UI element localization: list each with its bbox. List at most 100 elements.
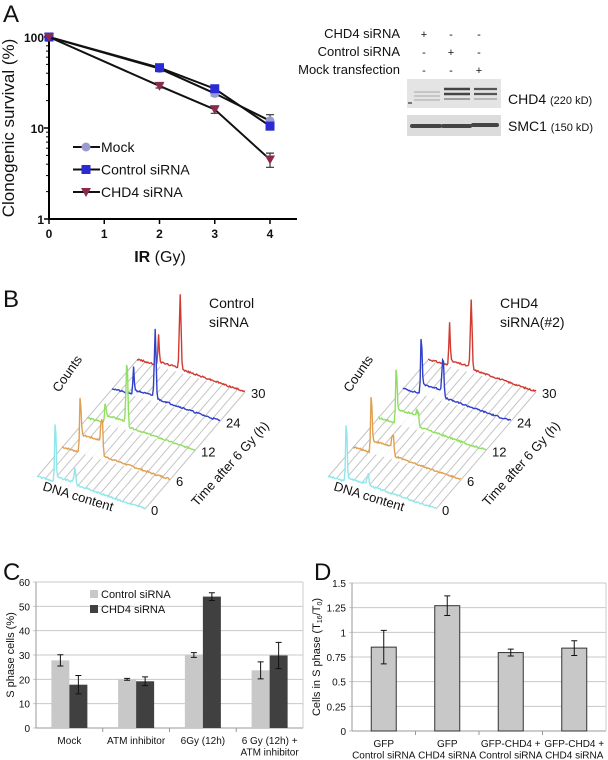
- category-label: GFP: [437, 739, 458, 750]
- error-bar: [57, 654, 64, 667]
- category-label: ATM inhibitor: [241, 748, 300, 759]
- subplot-title: CHD4: [500, 295, 538, 311]
- time-tick-label: 24: [226, 415, 240, 430]
- legend-label: CHD4 siRNA: [101, 604, 166, 616]
- panel-label-a: A: [3, 1, 19, 28]
- trace-fill: [62, 397, 170, 480]
- histogram-trace-0h: [36, 424, 146, 510]
- time-tick-label: 6: [176, 474, 183, 489]
- floor-grid-line: [59, 366, 161, 485]
- blot-sign: -: [449, 65, 453, 77]
- x-tick-label: 2: [156, 227, 163, 241]
- survival-chart: Clonogenic survival (%) IR (Gy) 0 1 2 3 4110…: [0, 31, 297, 266]
- bar: [434, 605, 461, 732]
- floor-grid-line: [113, 382, 215, 501]
- subplot-title: siRNA(#2): [500, 314, 565, 330]
- category-label: CHD4 siRNA: [545, 751, 604, 760]
- error-bar: [142, 676, 149, 687]
- blot-row-label: CHD4 siRNA: [324, 26, 400, 41]
- western-blot: CHD4 (220 kD) SMC1 (150 kD) CHD4 siRNA + -…: [298, 26, 593, 136]
- bar: [69, 684, 88, 728]
- x-axis-label-bold: IR: [134, 249, 150, 266]
- s-phase-ratio-bar-chart: Cells in S phase (T16/T0) 0 0.25 0.5 0.75 1 1…: [311, 579, 607, 760]
- s-phase-bar-chart: S phase cells (%) 0 10 20 30 40 50 60 Mock ATM i…: [5, 578, 304, 759]
- series-line-0: [48, 36, 271, 122]
- time-tick-label: 0: [442, 503, 449, 518]
- data-point: [154, 81, 165, 91]
- y-tick-label: 0: [340, 727, 346, 738]
- data-point: [265, 155, 275, 165]
- y-tick-label: 100: [24, 31, 44, 45]
- error-bar: [275, 641, 282, 670]
- floor-grid-line: [82, 373, 184, 492]
- category-label: ATM inhibitor: [107, 736, 166, 747]
- y-axis-label: Counts: [340, 352, 376, 395]
- bar: [269, 655, 288, 728]
- y-axis-label: S phase cells (%): [5, 612, 17, 698]
- blot-sign: -: [477, 47, 481, 59]
- trace-fill: [137, 294, 245, 392]
- trace-fill: [353, 397, 461, 480]
- trace-fill: [403, 339, 511, 422]
- y-tick-label: 1.25: [327, 604, 347, 615]
- legend-marker: [81, 188, 91, 197]
- legend-label: Control siRNA: [101, 589, 171, 601]
- blot-sign: +: [448, 47, 454, 59]
- chd4-bands: [408, 87, 497, 104]
- floor-grid-line: [350, 366, 452, 485]
- histogram-trace-6h: [352, 397, 462, 481]
- error-bar: [75, 674, 82, 695]
- legend-swatch: [90, 590, 98, 598]
- x-axis-label-unit: (Gy): [155, 249, 186, 266]
- category-label: Control siRNA: [352, 751, 416, 760]
- data-point: [210, 84, 220, 94]
- blot-sign: +: [476, 65, 482, 77]
- histogram-trace-0h: [327, 425, 437, 509]
- y-tick-label: 0.75: [327, 653, 347, 664]
- legend-label: Mock: [101, 139, 135, 155]
- series-line-1: [48, 36, 271, 127]
- time-tick-label: 30: [251, 386, 265, 401]
- x-axis-label: IR (Gy): [134, 249, 186, 266]
- x-tick-label: 3: [211, 227, 218, 241]
- error-bar: [190, 652, 197, 658]
- floor-grid-line: [106, 380, 207, 498]
- y-tick-label: 40: [19, 627, 31, 638]
- panel-label-c: C: [3, 559, 20, 586]
- category-label: Control siRNA: [479, 751, 543, 760]
- y-tick-label: 1: [37, 213, 44, 227]
- x-tick-label: 1: [101, 227, 108, 241]
- smc1-bands: [410, 123, 499, 128]
- data-point: [44, 33, 54, 42]
- error-bar: [257, 661, 264, 680]
- category-label: GFP: [373, 739, 394, 750]
- legend-marker: [81, 165, 91, 174]
- blot-row-label: Control siRNA: [318, 44, 401, 59]
- floor-grid-line: [404, 382, 506, 501]
- bar: [118, 679, 137, 728]
- error-bar: [444, 595, 451, 617]
- error-bar: [124, 677, 131, 681]
- histogram-trace-12h: [377, 369, 487, 451]
- trace-fill: [378, 369, 486, 451]
- category-label: Mock: [57, 736, 82, 747]
- histogram-trace-24h: [402, 338, 512, 422]
- time-tick-label: 30: [542, 386, 556, 401]
- category-label: GFP-CHD4 +: [481, 739, 541, 750]
- data-point: [265, 121, 275, 131]
- histogram-trace-12h: [86, 364, 196, 451]
- y-tick-label: 10: [19, 700, 31, 711]
- y-tick-label: 60: [19, 578, 31, 589]
- subplot-title: siRNA: [209, 314, 249, 330]
- floor-grid-line: [412, 384, 514, 503]
- time-tick-label: 12: [492, 445, 506, 460]
- x-axis-label: DNA content: [41, 479, 116, 515]
- band-label-chd4: CHD4 (220 kD): [508, 91, 592, 107]
- y-tick-label: 1: [340, 628, 346, 639]
- y-tick-label: 50: [19, 602, 31, 613]
- histogram-trace-6h: [61, 397, 171, 481]
- time-tick-label: 0: [151, 503, 158, 518]
- bar: [561, 647, 588, 732]
